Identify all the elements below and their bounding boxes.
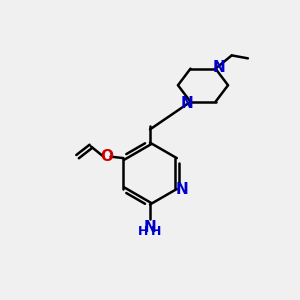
Text: N: N — [176, 182, 188, 196]
Text: N: N — [181, 96, 193, 111]
Text: O: O — [100, 149, 113, 164]
Text: N: N — [213, 60, 225, 75]
Text: H: H — [138, 225, 149, 238]
Text: N: N — [144, 220, 156, 235]
Text: H: H — [151, 225, 162, 238]
